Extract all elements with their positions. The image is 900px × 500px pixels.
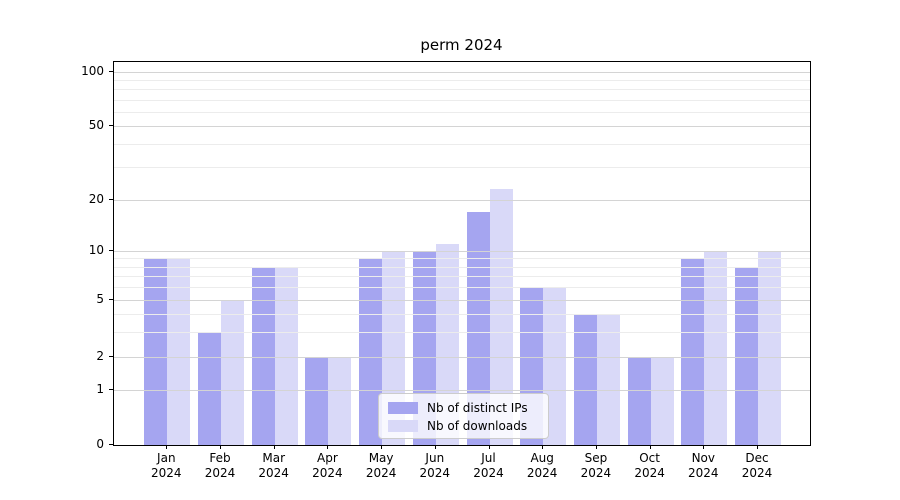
bar-downloads-oct <box>650 357 674 445</box>
x-tick-label-dec: Dec 2024 <box>741 451 773 480</box>
bar-downloads-nov <box>704 251 728 445</box>
legend-label-downloads: Nb of downloads <box>427 419 528 433</box>
bar-downloads-feb <box>221 300 244 445</box>
y-tick-label-50: 50 <box>88 118 104 132</box>
bar-downloads-jan <box>167 258 191 445</box>
x-tick-label-feb: Feb 2024 <box>204 451 236 480</box>
bar-distinct-ips-jan <box>144 258 168 445</box>
bar-distinct-ips-apr <box>305 357 329 445</box>
x-tick-label-mar: Mar 2024 <box>258 451 289 480</box>
x-tick-label-jun: Jun 2024 <box>419 451 451 480</box>
y-tick-label-0: 0 <box>96 437 104 451</box>
bar-distinct-ips-mar <box>251 266 275 445</box>
x-tick-label-nov: Nov 2024 <box>688 451 719 480</box>
bar-distinct-ips-feb <box>198 331 221 445</box>
y-tick-label-5: 5 <box>96 292 104 306</box>
bar-distinct-ips-jul <box>466 212 490 445</box>
bar-downloads-apr <box>328 357 352 445</box>
x-tick-label-jan: Jan 2024 <box>151 451 182 480</box>
bars-layer <box>114 62 810 445</box>
bar-distinct-ips-dec <box>735 266 758 445</box>
legend-entry-distinct-ips: Nb of distinct IPs <box>388 399 539 417</box>
plot-area: Nb of distinct IPs Nb of downloads <box>113 61 811 446</box>
bar-distinct-ips-may <box>359 258 383 445</box>
legend-swatch-distinct-ips <box>388 402 418 414</box>
bar-distinct-ips-sep <box>573 313 597 445</box>
y-tick-label-100: 100 <box>81 64 104 78</box>
y-tick-label-2: 2 <box>96 349 104 363</box>
x-tick-label-oct: Oct 2024 <box>634 451 665 480</box>
legend-label-distinct-ips: Nb of distinct IPs <box>427 401 528 415</box>
y-tick-label-20: 20 <box>88 192 104 206</box>
x-tick-label-jul: Jul 2024 <box>473 451 504 480</box>
bar-distinct-ips-oct <box>627 357 651 445</box>
bar-downloads-dec <box>758 251 781 445</box>
legend: Nb of distinct IPs Nb of downloads <box>378 393 549 439</box>
y-tick-label-1: 1 <box>96 382 104 396</box>
legend-swatch-downloads <box>388 420 418 432</box>
legend-entry-downloads: Nb of downloads <box>388 417 539 435</box>
x-tick-label-sep: Sep 2024 <box>580 451 612 480</box>
x-tick-label-aug: Aug 2024 <box>526 451 558 480</box>
bar-downloads-jul <box>489 188 513 445</box>
bar-distinct-ips-nov <box>681 258 705 445</box>
bar-downloads-sep <box>596 313 620 445</box>
x-tick-label-apr: Apr 2024 <box>312 451 343 480</box>
y-tick-label-10: 10 <box>88 243 104 257</box>
chart-title: perm 2024 <box>420 36 503 54</box>
bar-downloads-mar <box>274 266 298 445</box>
x-tick-label-may: May 2024 <box>365 451 397 480</box>
